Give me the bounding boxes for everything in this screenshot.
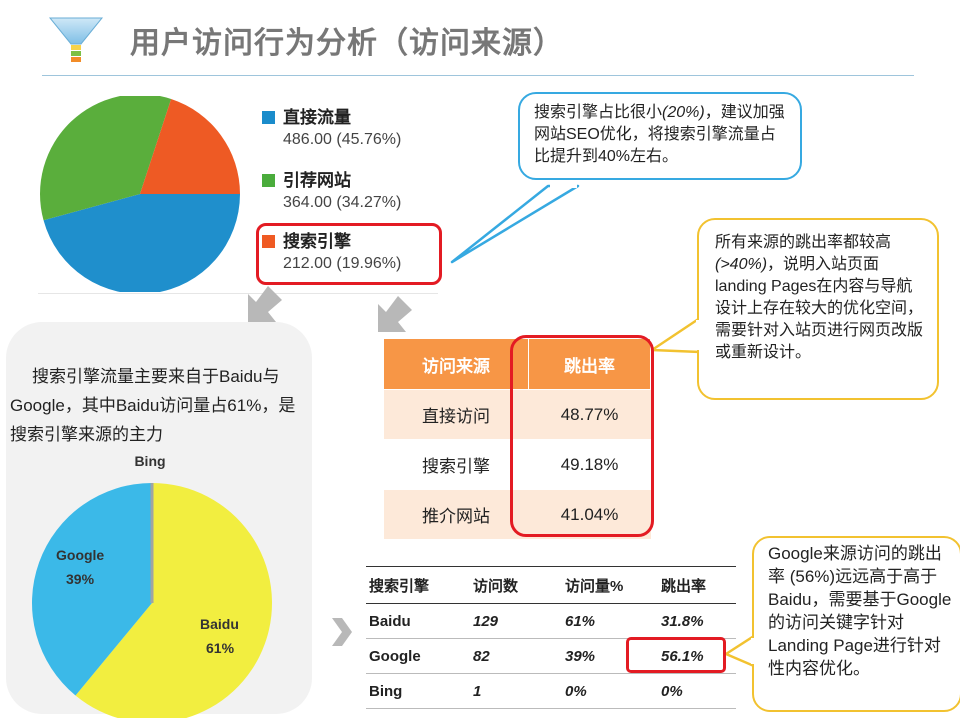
table-cell: 搜索引擎 [383, 439, 529, 490]
search-highlight-box [256, 223, 442, 285]
table-cell: Bing [366, 673, 470, 709]
search-engine-pie-chart: Bing Google 39% Baidu 61% [32, 453, 272, 718]
pie-slice-direct [43, 194, 240, 292]
column-header: 访问来源 [382, 338, 530, 390]
arrow-down-left-icon [248, 286, 282, 322]
arrow-down-left-icon [378, 296, 412, 332]
table-cell: 推介网站 [383, 489, 529, 540]
table-row: Bing 1 0% 0% [366, 673, 736, 709]
table-row: 搜索引擎 49.18% [383, 439, 651, 490]
funnel-icon [48, 17, 104, 62]
tail-joint [550, 183, 577, 188]
label-baidu-name: Baidu [200, 616, 239, 632]
column-header: 访问数 [470, 566, 562, 604]
chevron-right-icon [332, 618, 352, 646]
bounce-advice-callout: 所有来源的跳出率都较高(>40%)，说明入站页面landing Pages在内容… [697, 218, 939, 400]
pie-slice-search [140, 98, 240, 194]
google-advice-callout: Google来源访问的跳出率 (56%)远远高于高于Baidu，需要基于Goog… [752, 536, 960, 712]
table-cell: 49.18% [528, 439, 651, 490]
chart-baseline [38, 293, 438, 294]
table-header-row: 搜索引擎 访问数 访问量% 跳出率 [366, 566, 736, 604]
callout-tail-blue [450, 184, 580, 264]
search-advice-callout: 搜索引擎占比很小(20%)，建议加强网站SEO优化，将搜索引擎流量占比提升到40… [518, 92, 802, 180]
page-title: 用户访问行为分析（访问来源） [130, 27, 564, 60]
table-row: 推介网站 41.04% [383, 489, 651, 540]
table-cell: 39% [562, 638, 658, 674]
column-header: 搜索引擎 [366, 566, 470, 604]
table-cell: 0% [562, 673, 658, 709]
table-cell: Baidu [366, 603, 470, 639]
legend-item-search: 搜索引擎 212.00 (19.96%) [262, 231, 401, 275]
table-cell: 31.8% [658, 603, 736, 639]
pie-slice-baidu [75, 483, 272, 718]
pie-slice-referral [40, 96, 172, 221]
table-row: Google 82 39% 56.1% [366, 638, 736, 674]
label-baidu-pct: 61% [206, 640, 235, 656]
table-cell: 41.04% [528, 489, 651, 540]
table-row: Baidu 129 61% 31.8% [366, 603, 736, 639]
column-header: 跳出率 [658, 566, 736, 604]
google-bounce-highlight [626, 637, 726, 673]
table-cell: 61% [562, 603, 658, 639]
legend-item-referral: 引荐网站 364.00 (34.27%) [262, 170, 401, 214]
table-cell: 48.77% [528, 389, 651, 440]
pie-slice-google [32, 483, 152, 696]
table-cell: 129 [470, 603, 562, 639]
table-cell: Google [366, 638, 470, 674]
table-cell: 1 [470, 673, 562, 709]
label-bing: Bing [134, 453, 165, 469]
search-engine-table: 搜索引擎 访问数 访问量% 跳出率 Baidu 129 61% 31.8% Go… [366, 566, 736, 709]
bounce-rate-table: 访问来源 跳出率 直接访问 48.77% 搜索引擎 49.18% 推介网站 41… [382, 338, 651, 540]
table-row: 直接访问 48.77% [383, 389, 651, 440]
title-divider [42, 75, 914, 76]
table-header-row: 访问来源 跳出率 [382, 338, 651, 390]
tail-joint [751, 638, 757, 664]
bounce-column-highlight [510, 335, 654, 537]
label-google-name: Google [56, 547, 104, 563]
search-engine-summary: 搜索引擎流量主要来自于Baidu与Google，其中Baidu访问量占61%，是… [10, 367, 296, 444]
column-header: 跳出率 [528, 338, 651, 390]
legend-swatch [262, 235, 275, 248]
tail-joint [696, 320, 702, 350]
table-cell: 0% [658, 673, 736, 709]
traffic-source-pie-chart [40, 96, 240, 292]
legend-swatch [262, 111, 275, 124]
table-cell: 直接访问 [383, 389, 529, 440]
legend-swatch [262, 174, 275, 187]
label-google-pct: 39% [66, 571, 95, 587]
legend-item-direct: 直接流量 486.00 (45.76%) [262, 107, 401, 151]
column-header: 访问量% [562, 566, 658, 604]
table-cell: 82 [470, 638, 562, 674]
callout-tail-yellow-1 [650, 316, 702, 354]
